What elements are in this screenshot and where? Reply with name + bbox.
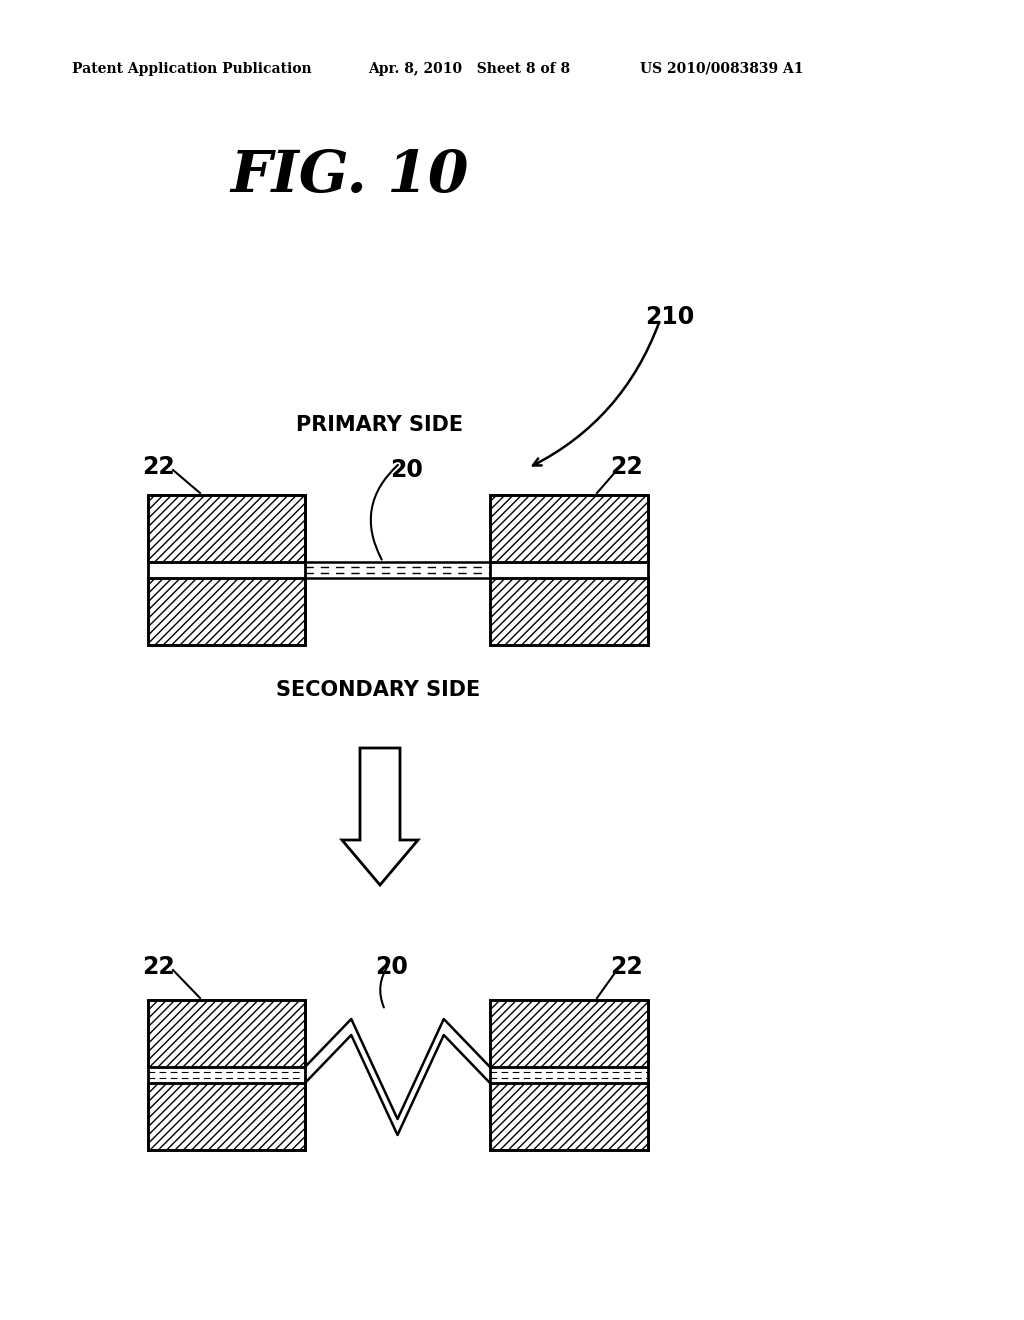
Bar <box>490 1082 648 1150</box>
Bar <box>148 1001 305 1067</box>
Text: SECONDARY SIDE: SECONDARY SIDE <box>276 680 480 700</box>
Text: 22: 22 <box>142 455 175 479</box>
Text: 22: 22 <box>610 954 643 979</box>
Bar <box>148 1001 305 1150</box>
Text: US 2010/0083839 A1: US 2010/0083839 A1 <box>640 62 804 77</box>
Bar <box>490 495 648 645</box>
Text: PRIMARY SIDE: PRIMARY SIDE <box>296 414 463 436</box>
Text: Apr. 8, 2010   Sheet 8 of 8: Apr. 8, 2010 Sheet 8 of 8 <box>368 62 570 77</box>
Text: 22: 22 <box>610 455 643 479</box>
Bar <box>148 495 305 645</box>
Text: 20: 20 <box>375 954 408 979</box>
Bar <box>490 495 648 562</box>
Bar <box>490 1001 648 1067</box>
Bar <box>148 1082 305 1150</box>
Text: 210: 210 <box>645 305 694 329</box>
Bar <box>148 495 305 562</box>
Bar <box>148 578 305 645</box>
Bar <box>490 1001 648 1150</box>
Bar <box>490 578 648 645</box>
Text: FIG. 10: FIG. 10 <box>230 148 469 205</box>
Text: 22: 22 <box>142 954 175 979</box>
Text: Patent Application Publication: Patent Application Publication <box>72 62 311 77</box>
Text: 20: 20 <box>390 458 423 482</box>
Polygon shape <box>342 748 418 884</box>
